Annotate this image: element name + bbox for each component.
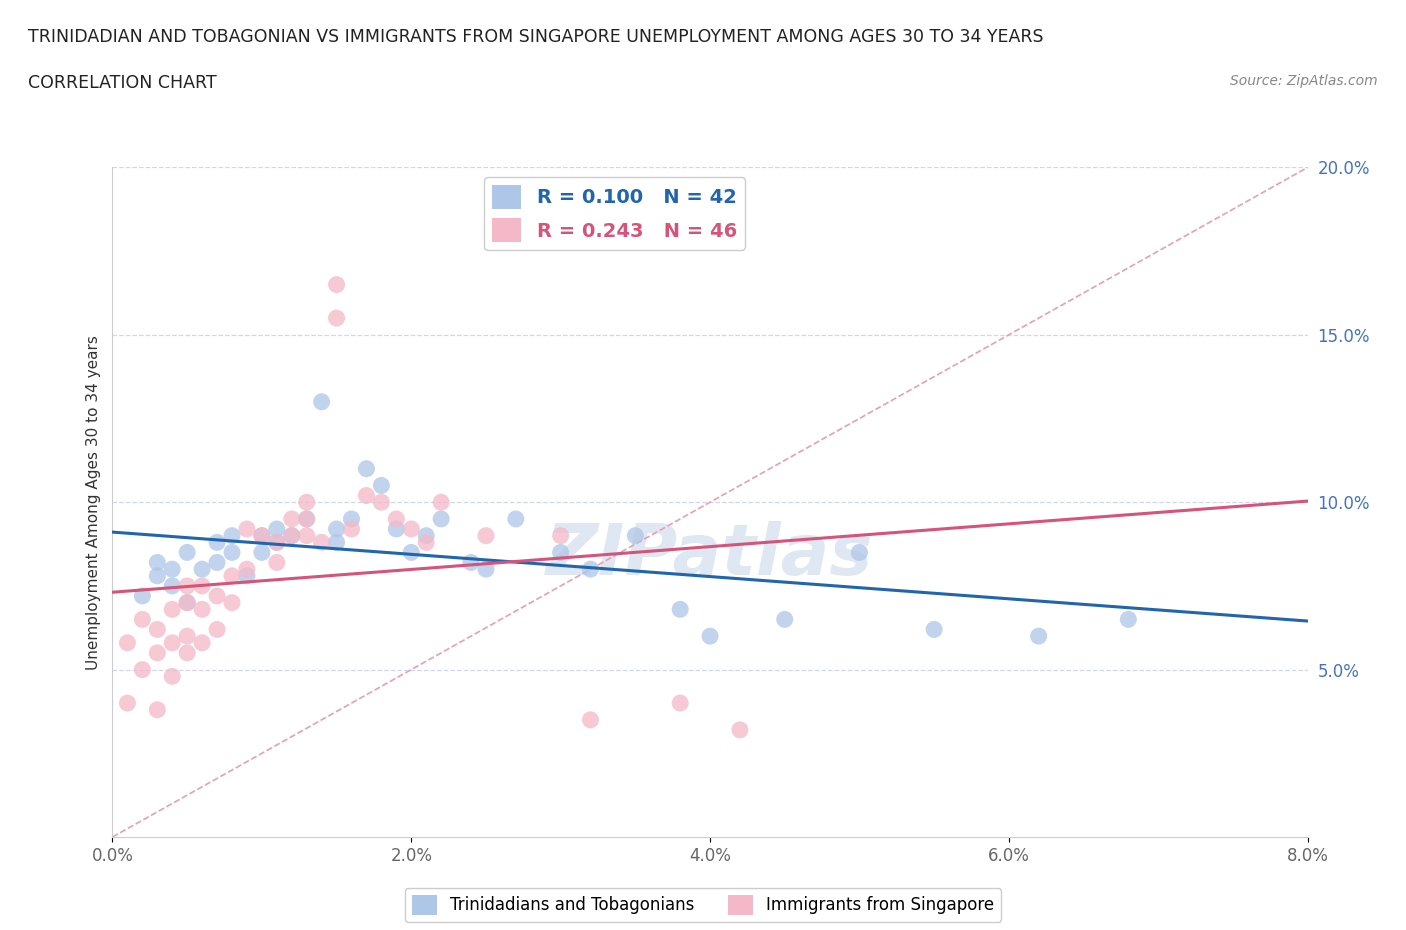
Point: [250, 528, 273, 543]
Point: [385, 522, 408, 537]
Point: [475, 528, 498, 543]
Point: [176, 595, 198, 610]
Point: [146, 645, 169, 660]
Point: [401, 545, 423, 560]
Point: [221, 595, 243, 610]
Point: [281, 512, 304, 526]
Point: [146, 555, 169, 570]
Point: [191, 635, 214, 650]
Point: [579, 712, 602, 727]
Point: [162, 669, 183, 684]
Point: [430, 512, 453, 526]
Point: [117, 696, 139, 711]
Point: [191, 602, 214, 617]
Point: [146, 702, 169, 717]
Point: [146, 622, 169, 637]
Point: [295, 495, 318, 510]
Point: [131, 589, 153, 604]
Point: [266, 535, 288, 550]
Point: [311, 535, 333, 550]
Point: [131, 612, 153, 627]
Point: [162, 562, 183, 577]
Point: [848, 545, 870, 560]
Point: [266, 535, 288, 550]
Point: [579, 562, 602, 577]
Point: [162, 578, 183, 593]
Point: [176, 545, 198, 560]
Point: [250, 545, 273, 560]
Point: [460, 555, 482, 570]
Text: ZIPatlas: ZIPatlas: [547, 522, 873, 591]
Point: [236, 562, 259, 577]
Legend: Trinidadians and Tobagonians, Immigrants from Singapore: Trinidadians and Tobagonians, Immigrants…: [405, 888, 1001, 922]
Point: [728, 723, 751, 737]
Point: [624, 528, 647, 543]
Point: [311, 394, 333, 409]
Point: [191, 562, 214, 577]
Point: [162, 635, 183, 650]
Point: [281, 528, 304, 543]
Point: [221, 545, 243, 560]
Point: [356, 488, 378, 503]
Point: [340, 522, 363, 537]
Point: [505, 512, 527, 526]
Text: Source: ZipAtlas.com: Source: ZipAtlas.com: [1230, 74, 1378, 88]
Point: [699, 629, 721, 644]
Point: [325, 277, 347, 292]
Point: [340, 512, 363, 526]
Point: [1116, 612, 1139, 627]
Point: [295, 528, 318, 543]
Point: [669, 696, 692, 711]
Point: [1028, 629, 1050, 644]
Point: [281, 528, 304, 543]
Point: [221, 568, 243, 583]
Point: [356, 461, 378, 476]
Point: [266, 555, 288, 570]
Point: [295, 512, 318, 526]
Point: [221, 528, 243, 543]
Point: [205, 555, 228, 570]
Point: [550, 545, 572, 560]
Point: [205, 589, 228, 604]
Point: [146, 568, 169, 583]
Point: [162, 602, 183, 617]
Point: [401, 522, 423, 537]
Point: [430, 495, 453, 510]
Point: [922, 622, 945, 637]
Point: [176, 578, 198, 593]
Point: [773, 612, 796, 627]
Legend: R = 0.100   N = 42, R = 0.243   N = 46: R = 0.100 N = 42, R = 0.243 N = 46: [484, 177, 745, 250]
Point: [550, 528, 572, 543]
Text: CORRELATION CHART: CORRELATION CHART: [28, 74, 217, 92]
Point: [236, 568, 259, 583]
Point: [176, 629, 198, 644]
Y-axis label: Unemployment Among Ages 30 to 34 years: Unemployment Among Ages 30 to 34 years: [86, 335, 101, 670]
Point: [370, 478, 392, 493]
Point: [117, 635, 139, 650]
Point: [295, 512, 318, 526]
Point: [475, 562, 498, 577]
Point: [205, 622, 228, 637]
Point: [176, 645, 198, 660]
Point: [415, 535, 437, 550]
Point: [236, 522, 259, 537]
Point: [669, 602, 692, 617]
Point: [325, 522, 347, 537]
Text: TRINIDADIAN AND TOBAGONIAN VS IMMIGRANTS FROM SINGAPORE UNEMPLOYMENT AMONG AGES : TRINIDADIAN AND TOBAGONIAN VS IMMIGRANTS…: [28, 28, 1043, 46]
Point: [385, 512, 408, 526]
Point: [266, 522, 288, 537]
Point: [370, 495, 392, 510]
Point: [325, 311, 347, 325]
Point: [415, 528, 437, 543]
Point: [250, 528, 273, 543]
Point: [191, 578, 214, 593]
Point: [325, 535, 347, 550]
Point: [205, 535, 228, 550]
Point: [131, 662, 153, 677]
Point: [176, 595, 198, 610]
